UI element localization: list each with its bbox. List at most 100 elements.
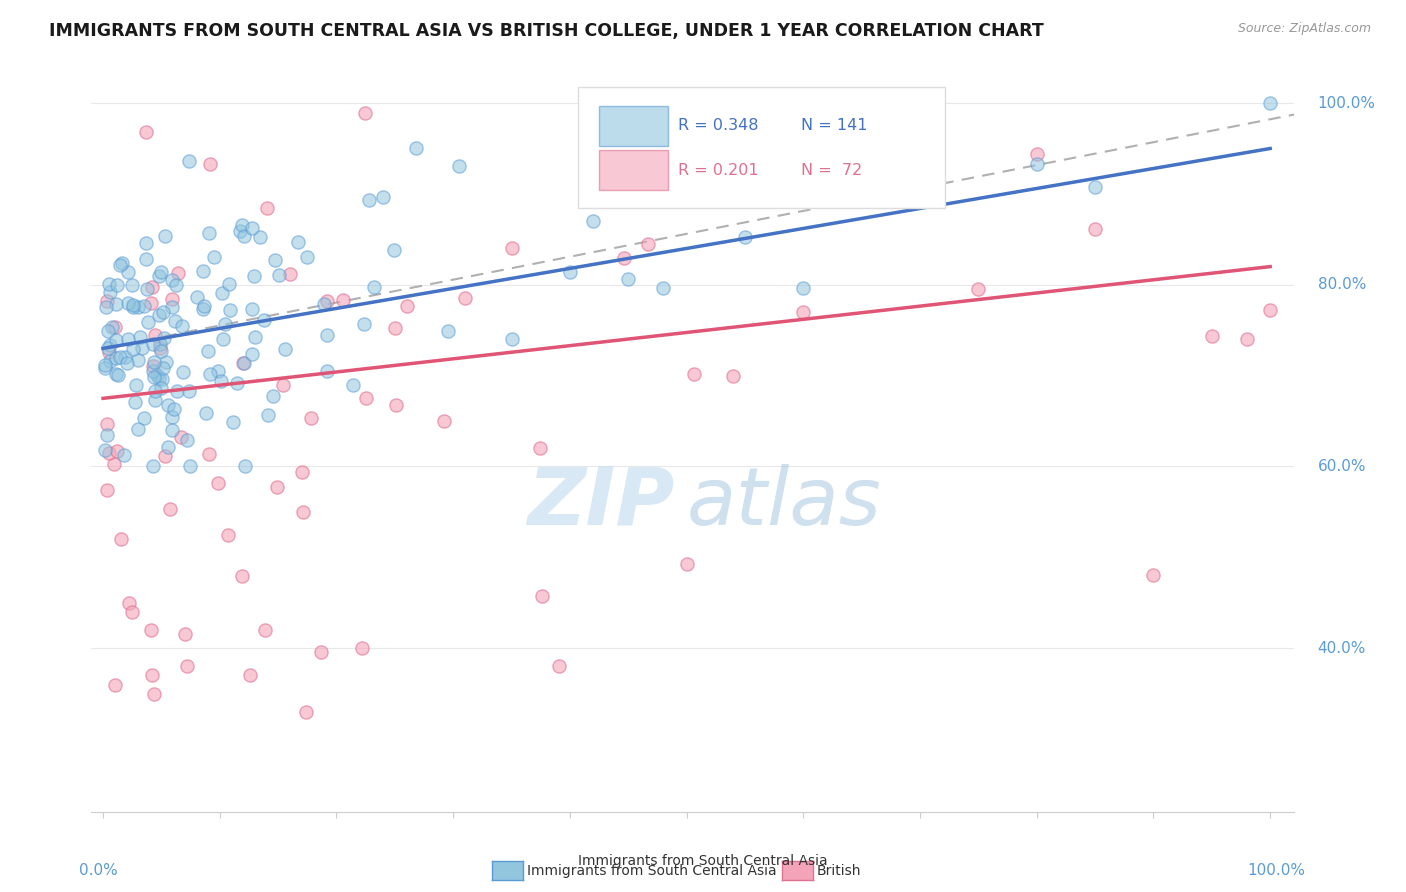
Point <box>98 338 121 352</box>
Point <box>139 623 162 637</box>
Point <box>217 528 239 542</box>
Point <box>143 369 166 384</box>
Point <box>143 327 166 342</box>
Point <box>356 391 378 405</box>
Point <box>287 235 309 249</box>
Point <box>396 299 419 313</box>
Point <box>295 251 318 265</box>
Point <box>114 350 136 364</box>
Point <box>172 365 194 379</box>
Point <box>179 459 201 474</box>
Point <box>115 356 138 370</box>
Point <box>141 668 163 682</box>
Point <box>264 253 287 268</box>
Text: 60.0%: 60.0% <box>1317 459 1367 474</box>
Point <box>156 398 179 412</box>
Text: 100.0%: 100.0% <box>1247 863 1306 879</box>
Point <box>269 268 291 283</box>
Point <box>309 645 332 659</box>
Point <box>352 641 374 656</box>
Point <box>142 459 165 474</box>
Point <box>229 225 252 239</box>
Point <box>316 294 339 309</box>
Point <box>173 627 195 641</box>
Point <box>122 298 145 312</box>
Point <box>166 266 188 280</box>
Point <box>141 280 163 294</box>
Point <box>94 442 117 457</box>
Point <box>96 428 118 442</box>
Point <box>1025 157 1047 171</box>
Point <box>148 370 170 384</box>
Point <box>125 378 148 392</box>
Point <box>240 301 263 316</box>
Point <box>150 343 173 358</box>
Text: Immigrants from South Central Asia: Immigrants from South Central Asia <box>578 854 828 868</box>
Point <box>637 237 659 252</box>
Point <box>531 589 554 603</box>
Point <box>96 300 118 314</box>
Point <box>142 359 165 374</box>
Point <box>146 368 169 383</box>
Point <box>97 341 120 355</box>
Point <box>209 374 232 388</box>
Point <box>135 235 157 250</box>
Point <box>278 267 301 281</box>
Point <box>127 300 149 314</box>
Point <box>97 324 120 338</box>
Text: 40.0%: 40.0% <box>1317 640 1367 656</box>
Point <box>114 448 136 462</box>
Point <box>143 392 166 407</box>
Point <box>221 415 243 429</box>
Point <box>143 687 166 701</box>
Point <box>148 308 170 322</box>
Point <box>122 300 145 314</box>
Point <box>111 256 134 270</box>
Text: Source: ZipAtlas.com: Source: ZipAtlas.com <box>1237 22 1371 36</box>
Point <box>170 430 193 444</box>
Point <box>149 341 172 355</box>
Point <box>165 314 187 328</box>
Point <box>153 228 176 243</box>
Point <box>617 271 640 285</box>
Point <box>454 291 477 305</box>
Point <box>172 319 194 334</box>
Point <box>105 367 128 381</box>
Point <box>117 296 139 310</box>
Point <box>97 446 120 460</box>
Point <box>211 285 233 300</box>
Point <box>1258 303 1281 318</box>
Point <box>314 297 336 311</box>
Point <box>231 568 253 582</box>
Point <box>98 277 121 292</box>
Point <box>501 332 523 346</box>
Text: IMMIGRANTS FROM SOUTH CENTRAL ASIA VS BRITISH COLLEGE, UNDER 1 YEAR CORRELATION : IMMIGRANTS FROM SOUTH CENTRAL ASIA VS BR… <box>49 22 1045 40</box>
Point <box>149 337 172 351</box>
Point <box>225 376 247 390</box>
Point <box>249 229 271 244</box>
Point <box>105 444 128 458</box>
Point <box>254 623 277 637</box>
Point <box>149 380 172 394</box>
Point <box>721 369 744 384</box>
Point <box>232 229 254 244</box>
Point <box>165 277 187 292</box>
Point <box>231 218 253 232</box>
Point <box>195 406 218 420</box>
Point <box>152 331 174 345</box>
Point <box>529 441 551 455</box>
Point <box>131 341 153 355</box>
Point <box>135 252 157 266</box>
Text: R = 0.348: R = 0.348 <box>678 119 758 134</box>
Text: 0.0%: 0.0% <box>79 863 118 879</box>
Point <box>1142 567 1164 582</box>
Point <box>150 265 173 279</box>
Point <box>176 433 198 447</box>
Point <box>212 332 235 346</box>
Point <box>124 395 146 409</box>
Point <box>177 384 200 398</box>
Point <box>152 304 174 318</box>
Point <box>256 201 278 215</box>
Point <box>152 360 174 375</box>
Point <box>108 350 131 364</box>
